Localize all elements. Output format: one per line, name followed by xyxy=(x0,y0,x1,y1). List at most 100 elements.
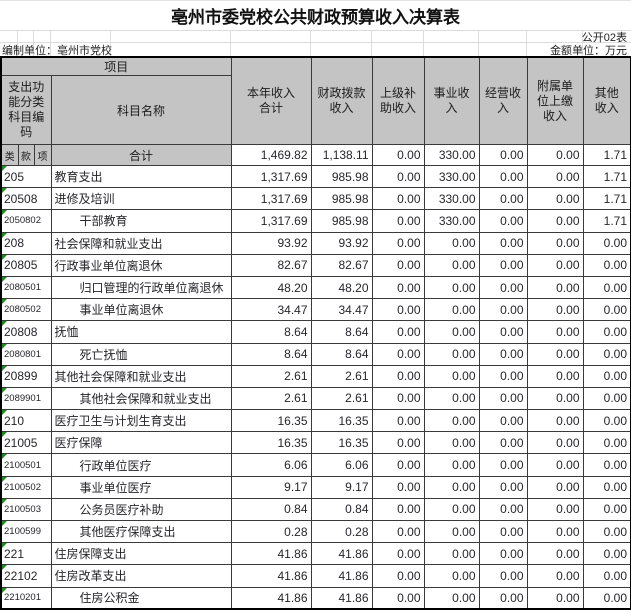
subject-name-cell: 抚恤 xyxy=(50,320,232,344)
flag-triangle-icon xyxy=(2,255,7,260)
table-row: 22102 住房改革支出 41.86 41.86 0.00 0.00 0.00 0.00 0.0… xyxy=(0,564,631,588)
value-cell: 0.00 xyxy=(526,342,584,366)
subject-name-cell: 归口管理的行政单位离退休 xyxy=(50,275,232,300)
table-row: 20899 其他社会保障和就业支出 2.61 2.61 0.00 0.00 0.00 0.00… xyxy=(0,364,631,388)
value-cell: 0.00 xyxy=(423,519,480,544)
value-cell: 93.92 xyxy=(230,231,312,255)
value-cell: 2.61 xyxy=(230,364,312,388)
subject-name-cell: 行政事业单位离退休 xyxy=(50,253,232,277)
value-cell: 8.64 xyxy=(310,320,373,344)
table-row: 20805 行政事业单位离退休 82.67 82.67 0.00 0.00 0.00 0.00… xyxy=(0,253,631,277)
table-row: 205 教育支出 1,317.69 985.98 0.00 330.00 0.00 0.00 1… xyxy=(0,164,631,189)
table-body: 205 教育支出 1,317.69 985.98 0.00 330.00 0.00 0.00 1… xyxy=(0,164,631,610)
value-cell: 0.84 xyxy=(230,497,312,522)
table-row: 2080502 事业单位离退休 34.47 34.47 0.00 0.00 0.00 0.00… xyxy=(0,298,631,322)
value-cell: 0.00 xyxy=(371,253,425,277)
total-label: 合计 xyxy=(50,144,232,166)
value-cell: 41.86 xyxy=(230,542,312,566)
total-value-cell: 330.00 xyxy=(423,144,480,166)
table-row: 2210201 住房公积金 41.86 41.86 0.00 0.00 0.00 0.00 0.… xyxy=(0,586,631,610)
header-col-fiscal-appropriation: 财政拨款 收入 xyxy=(310,56,373,145)
value-cell: 0.00 xyxy=(423,453,480,477)
value-cell: 0.00 xyxy=(582,497,631,522)
header-subject-name: 科目名称 xyxy=(50,75,232,145)
table-row: 2100503 公务员医疗补助 0.84 0.84 0.00 0.00 0.00 0.00 0.… xyxy=(0,497,631,522)
value-cell: 0.00 xyxy=(526,231,584,255)
value-cell: 2.61 xyxy=(310,386,373,411)
flag-triangle-icon xyxy=(2,299,7,305)
value-cell: 0.00 xyxy=(371,564,425,588)
table-row: 2100599 其他医疗保障支出 0.28 0.28 0.00 0.00 0.00 0.00 0… xyxy=(0,519,631,544)
header-col-operating-income: 经营收 入 xyxy=(478,56,528,145)
total-value-cell: 1,469.82 xyxy=(230,144,312,166)
subject-name-cell: 住房保障支出 xyxy=(50,542,232,566)
code-cell: 205 xyxy=(0,164,52,189)
revenue-table: 项目 本年收入 合计 财政拨款 收入 上级补 助收入 事业收 入 经营收 入 附… xyxy=(0,56,631,611)
code-text: 20805 xyxy=(4,258,38,273)
code-cell: 210 xyxy=(0,409,52,433)
value-cell: 0.00 xyxy=(478,586,528,610)
table-row: 20808 抚恤 8.64 8.64 0.00 0.00 0.00 0.00 0.00 xyxy=(0,320,631,344)
flag-triangle-icon xyxy=(2,410,7,416)
code-text: 2089901 xyxy=(4,392,41,404)
subject-name-cell: 住房改革支出 xyxy=(50,564,232,588)
header-sub-section: 款 xyxy=(17,144,35,166)
subject-name-cell: 行政单位医疗 xyxy=(50,453,232,477)
value-cell: 93.92 xyxy=(310,231,373,255)
table-row: 2050802 干部教育 1,317.69 985.98 0.00 330.00 0.00 0… xyxy=(0,209,631,233)
value-cell: 0.00 xyxy=(423,475,480,499)
value-cell: 0.00 xyxy=(478,364,528,388)
value-cell: 9.17 xyxy=(310,475,373,499)
value-cell: 0.00 xyxy=(526,275,584,300)
value-cell: 0.00 xyxy=(526,253,584,277)
code-text: 2100599 xyxy=(4,526,41,538)
header-col-business-income: 事业收 入 xyxy=(423,56,480,145)
flag-triangle-icon xyxy=(2,344,7,349)
value-cell: 1,317.69 xyxy=(230,187,312,211)
value-cell: 0.00 xyxy=(371,275,425,300)
total-value-cell: 0.00 xyxy=(526,144,584,166)
value-cell: 0.00 xyxy=(423,586,480,610)
value-cell: 0.00 xyxy=(371,231,425,255)
sheet-label: 公开02表 xyxy=(0,30,631,44)
flag-triangle-icon xyxy=(2,565,7,571)
value-cell: 0.00 xyxy=(526,431,584,455)
header-row-labels: 支出功 能分类 科目编 码 科目名称 xyxy=(0,75,631,145)
value-cell: 0.00 xyxy=(582,231,631,255)
value-cell: 41.86 xyxy=(310,542,373,566)
table-row: 2089901 其他社会保障和就业支出 2.61 2.61 0.00 0.00 0.00 0.… xyxy=(0,386,631,411)
value-cell: 0.00 xyxy=(423,409,480,433)
total-row: 类 款 项 合计 1,469.82 1,138.11 0.00 330.00 0… xyxy=(0,144,631,166)
code-text: 210 xyxy=(4,413,25,428)
flag-triangle-icon xyxy=(2,454,7,460)
total-value-cell: 1.71 xyxy=(582,144,631,166)
code-cell: 2080801 xyxy=(0,342,52,366)
unit-label: 金额单位：万元 xyxy=(550,44,627,57)
value-cell: 0.00 xyxy=(423,298,480,322)
value-cell: 1.71 xyxy=(582,209,631,233)
value-cell: 0.00 xyxy=(526,475,584,499)
value-cell: 0.84 xyxy=(310,497,373,522)
value-cell: 6.06 xyxy=(310,453,373,477)
value-cell: 0.00 xyxy=(423,320,480,344)
header-sub-item: 项 xyxy=(33,144,52,166)
value-cell: 0.00 xyxy=(582,453,631,477)
value-cell: 82.67 xyxy=(310,253,373,277)
value-cell: 0.00 xyxy=(371,542,425,566)
code-text: 20808 xyxy=(4,324,38,339)
value-cell: 0.00 xyxy=(478,187,528,211)
value-cell: 16.35 xyxy=(310,409,373,433)
value-cell: 0.00 xyxy=(582,586,631,610)
value-cell: 0.00 xyxy=(582,564,631,588)
code-text: 2100501 xyxy=(4,459,41,471)
code-text: 2210201 xyxy=(4,592,41,604)
value-cell: 0.00 xyxy=(478,542,528,566)
code-text: 2100503 xyxy=(4,503,41,515)
value-cell: 0.00 xyxy=(478,519,528,544)
value-cell: 34.47 xyxy=(310,298,373,322)
top-gridlines: 公开02表 编制单位：亳州市党校 金额单位：万元 xyxy=(0,30,631,57)
value-cell: 0.00 xyxy=(582,342,631,366)
value-cell: 0.00 xyxy=(526,453,584,477)
subject-name-cell: 社会保障和就业支出 xyxy=(50,231,232,255)
value-cell: 0.00 xyxy=(526,586,584,610)
